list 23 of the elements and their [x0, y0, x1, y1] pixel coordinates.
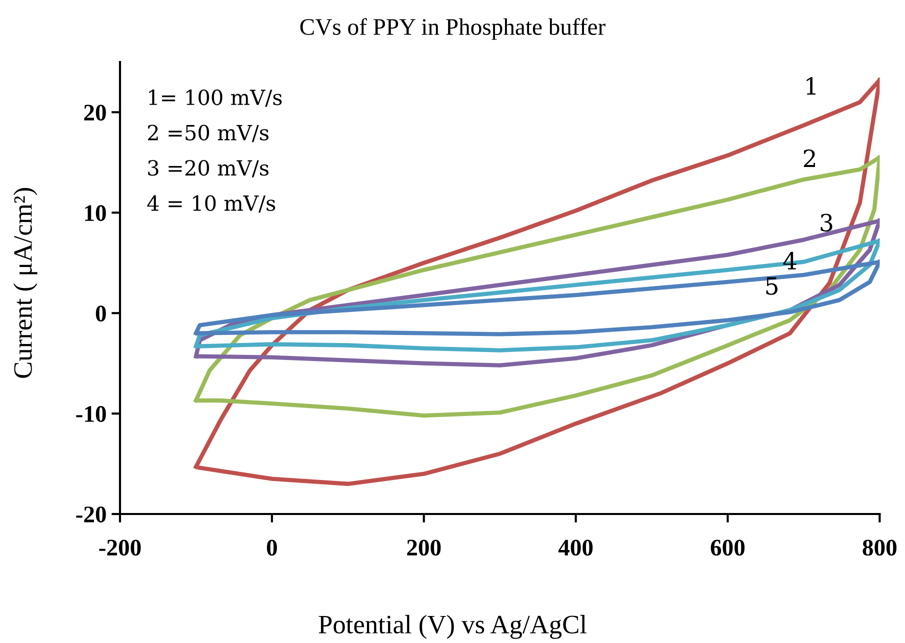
annotation: 3 [820, 214, 832, 232]
x-tick-label: -200 [99, 540, 141, 556]
x-tick-label: 400 [558, 540, 593, 556]
annotation: 2 [804, 149, 815, 167]
x-axis-title: Potential (V) vs Ag/AgCl [318, 614, 586, 639]
x-tick-label: 0 [266, 540, 277, 556]
chart-title: CVs of PPY in Phosphate buffer [300, 18, 606, 40]
y-axis-title: Current ( μA/cm²) [13, 188, 38, 378]
annotation: 2 =50 mV/s [148, 124, 268, 142]
annotation: 5 [766, 277, 778, 295]
y-tick-label: 0 [96, 306, 106, 322]
annotation: 4 [783, 252, 796, 270]
annotation: 3 =20 mV/s [148, 160, 268, 178]
y-tick-label: -20 [76, 506, 106, 522]
annotation: 1= 100 mV/s [149, 89, 282, 107]
y-tick-label: -10 [76, 406, 106, 422]
x-tick-label: 800 [862, 540, 896, 556]
y-tick-label: 20 [84, 104, 106, 121]
annotation: 1 [806, 77, 816, 95]
annotation: 4 = 10 mV/s [147, 195, 276, 213]
y-tick-label: 10 [85, 205, 106, 222]
x-tick-label: 600 [710, 540, 745, 556]
x-tick-label: 200 [407, 540, 441, 556]
